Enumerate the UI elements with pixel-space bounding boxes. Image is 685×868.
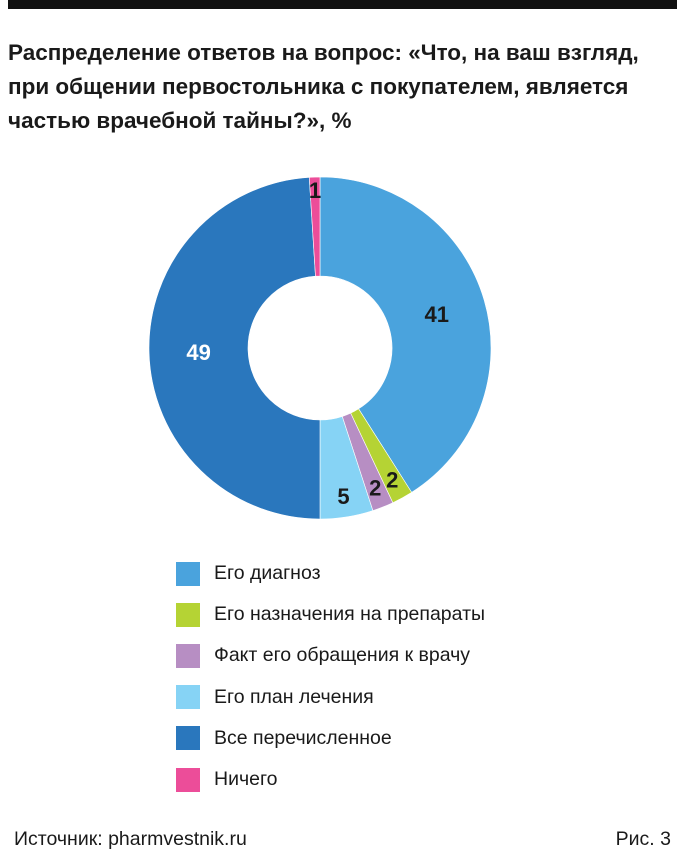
legend-item-1: Его диагноз xyxy=(176,553,485,594)
legend-item-5: Все перечисленное xyxy=(176,718,485,759)
donut-slice-5 xyxy=(148,177,321,520)
legend-swatch xyxy=(176,767,200,792)
legend-item-4: Его план лечения xyxy=(176,677,485,718)
legend-label: Его план лечения xyxy=(214,685,374,708)
legend-swatch xyxy=(176,685,200,710)
legend-swatch xyxy=(176,726,200,751)
legend-swatch xyxy=(176,561,200,586)
donut-slice-1 xyxy=(319,176,492,493)
slice-value-label-1: 41 xyxy=(424,302,448,327)
legend-item-2: Его назначения на препараты xyxy=(176,594,485,635)
legend-label: Факт его обращения к врачу xyxy=(214,644,471,667)
chart-legend: Его диагноз Его назначения на препараты Фа… xyxy=(176,553,485,800)
legend-label: Все перечисленное xyxy=(214,726,392,749)
chart-title: Распределение ответов на вопрос: «Что, н… xyxy=(8,40,639,133)
legend-label: Его назначения на препараты xyxy=(214,603,486,626)
legend-swatch xyxy=(176,602,200,627)
legend-label: Его диагноз xyxy=(214,562,321,585)
slice-value-label-3: 2 xyxy=(369,476,381,501)
slice-value-label-4: 5 xyxy=(337,484,349,509)
legend-label: Ничего xyxy=(214,768,278,791)
slice-value-label-2: 2 xyxy=(386,467,398,492)
slice-value-label-5: 49 xyxy=(186,340,210,365)
donut-slice-6 xyxy=(308,176,321,277)
top-rule xyxy=(8,0,677,9)
legend-item-3: Факт его обращения к врачу xyxy=(176,635,485,676)
donut-slices xyxy=(148,176,492,520)
figure-number: Рис. 3 xyxy=(615,828,671,850)
legend-item-6: Ничего xyxy=(176,759,485,800)
slice-value-label-6: 1 xyxy=(309,178,321,203)
legend-swatch xyxy=(176,643,200,668)
source-note: Источник: pharmvestnik.ru xyxy=(14,828,247,850)
